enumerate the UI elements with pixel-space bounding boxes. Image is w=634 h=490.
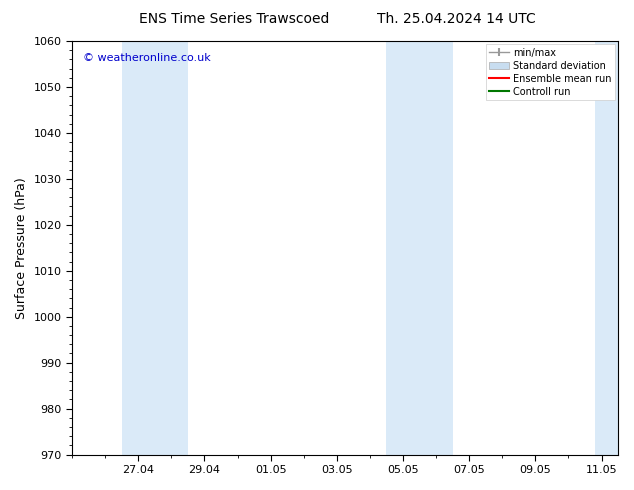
Y-axis label: Surface Pressure (hPa): Surface Pressure (hPa) — [15, 177, 28, 318]
Text: ENS Time Series Trawscoed: ENS Time Series Trawscoed — [139, 12, 330, 26]
Bar — [595, 41, 618, 455]
Text: © weatheronline.co.uk: © weatheronline.co.uk — [83, 53, 210, 64]
Legend: min/max, Standard deviation, Ensemble mean run, Controll run: min/max, Standard deviation, Ensemble me… — [486, 44, 615, 100]
Bar — [122, 41, 188, 455]
Bar — [387, 41, 453, 455]
Text: Th. 25.04.2024 14 UTC: Th. 25.04.2024 14 UTC — [377, 12, 536, 26]
